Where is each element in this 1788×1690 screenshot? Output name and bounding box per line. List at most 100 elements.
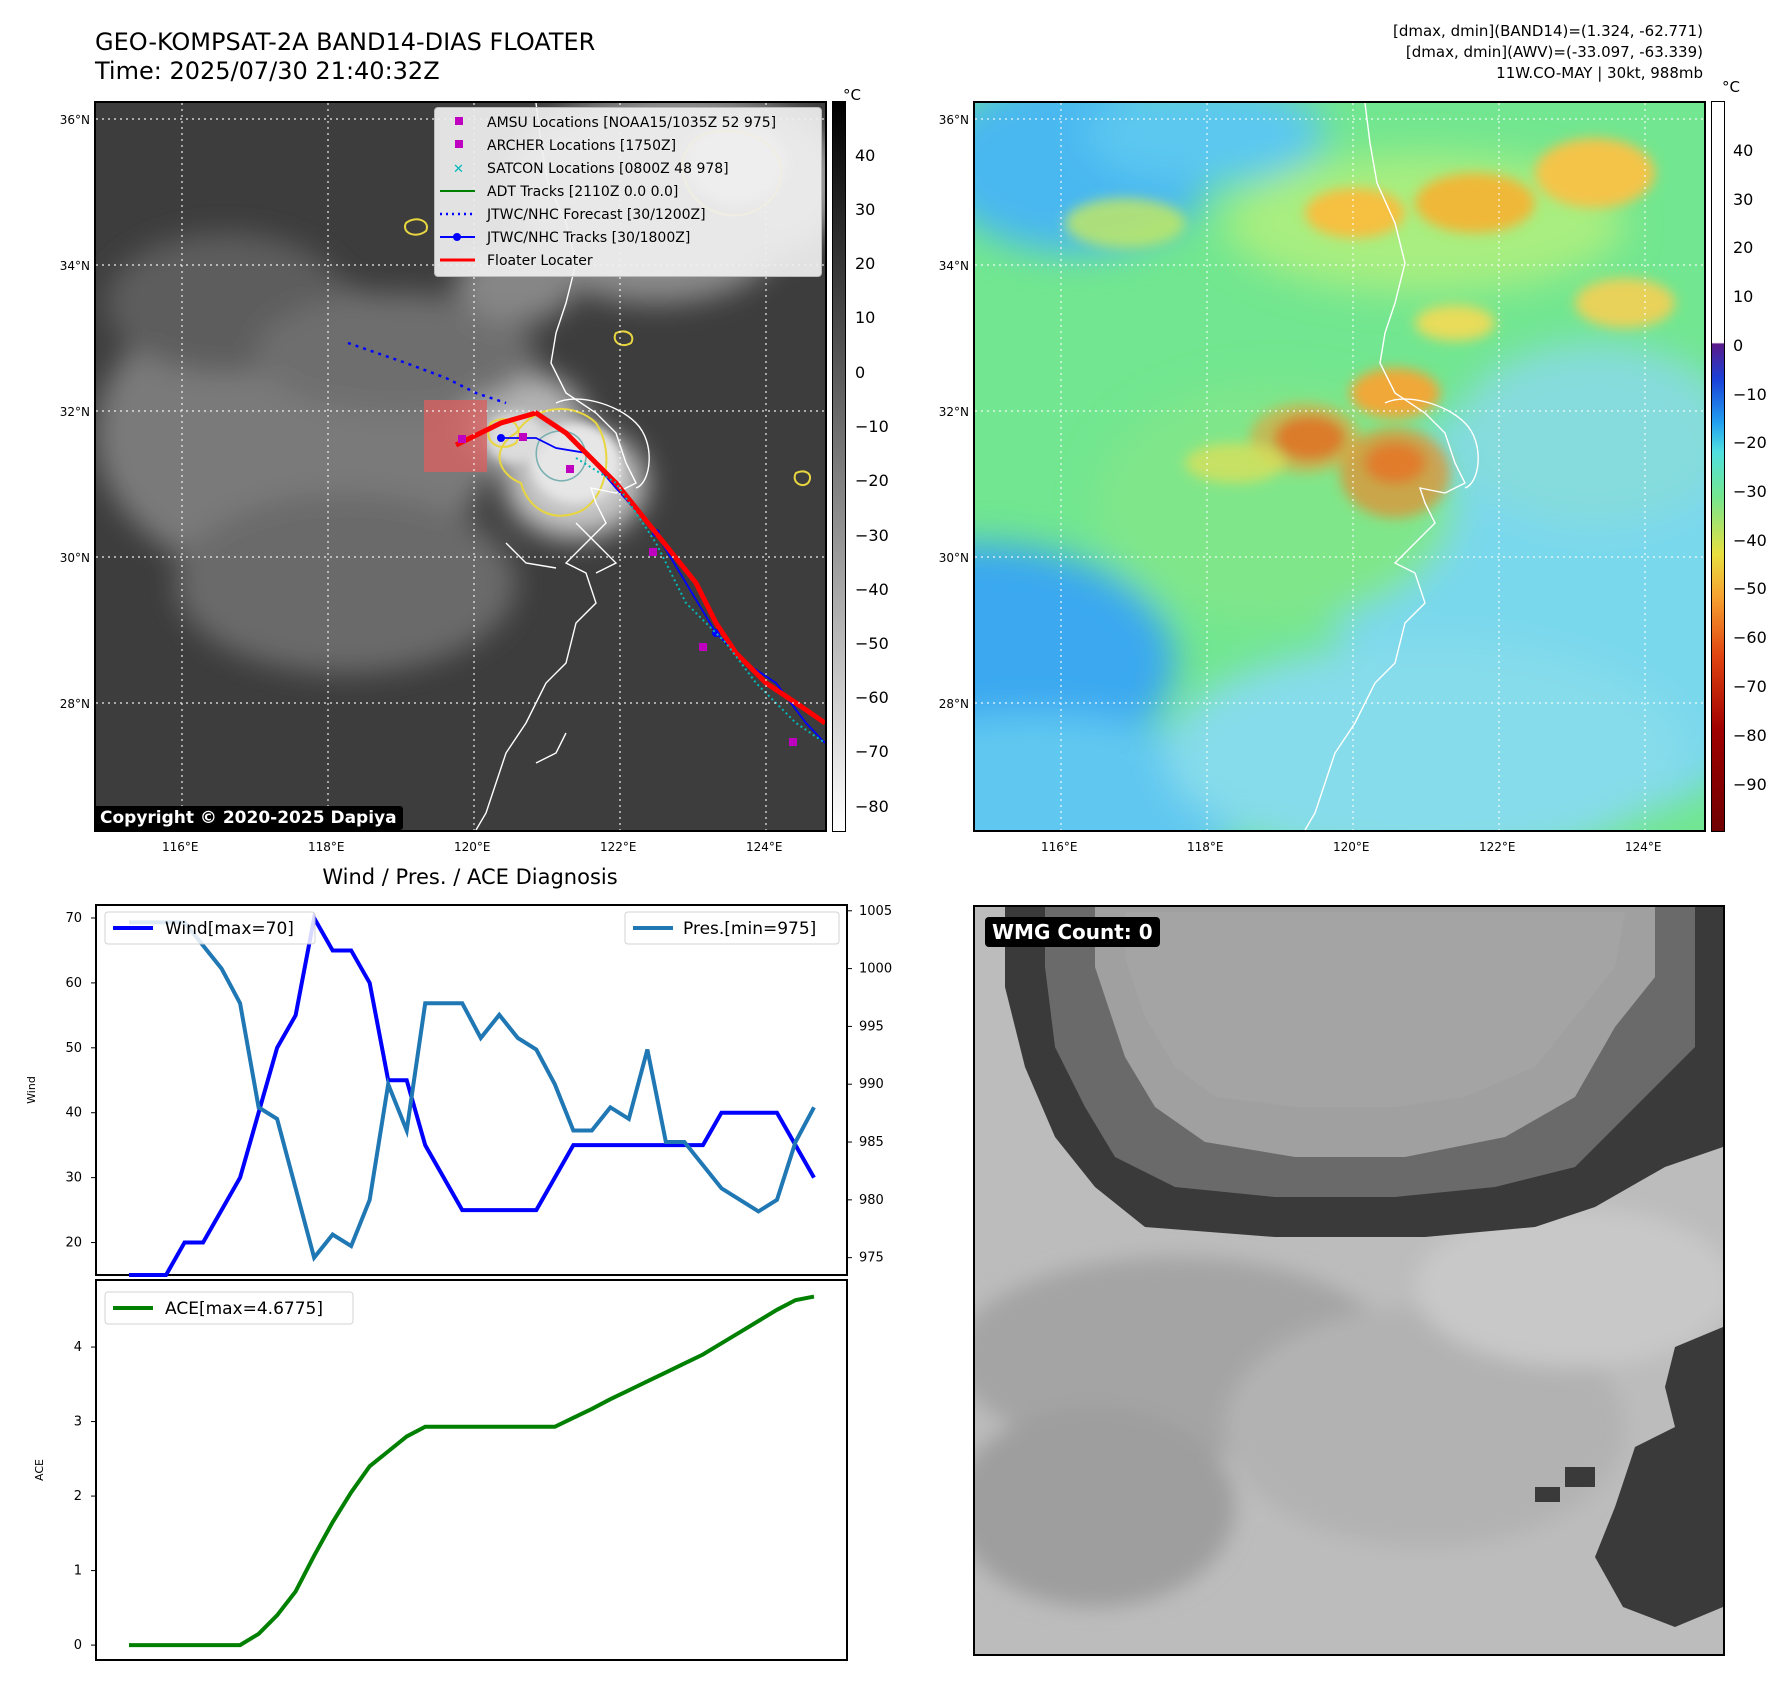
cbar-tick: −90	[1733, 775, 1767, 794]
wind-tick-label: 70	[65, 911, 82, 926]
legend-adt: ADT Tracks [2110Z 0.0 0.0]	[487, 184, 678, 200]
cbar-tick: −10	[855, 417, 889, 436]
map-legend: AMSU Locations [NOAA15/1035Z 52 975] ARC…	[434, 107, 822, 277]
lat-label: 32°N	[59, 405, 90, 419]
pressure-tick-label: 985	[859, 1135, 884, 1150]
lon-label: 122°E	[1479, 840, 1516, 854]
cbar-tick: −40	[1733, 531, 1767, 550]
cbar-tick: −20	[1733, 433, 1767, 452]
lat-label: 30°N	[59, 551, 90, 565]
cbar-tick: −30	[855, 526, 889, 545]
legend-amsu: AMSU Locations [NOAA15/1035Z 52 975]	[487, 115, 776, 131]
lon-label: 118°E	[308, 840, 345, 854]
wind-legend-box	[104, 911, 316, 945]
cbar-tick: −60	[855, 688, 889, 707]
legend-archer: ARCHER Locations [1750Z]	[487, 138, 676, 154]
pressure-tick-label: 995	[859, 1019, 884, 1034]
pressure-tick-label: 1000	[859, 962, 892, 977]
cbar-tick: −80	[1733, 726, 1767, 745]
awv-map-image	[975, 103, 1704, 830]
lat-label: 28°N	[938, 697, 969, 711]
cbar-tick: −30	[1733, 482, 1767, 501]
pressure-series-line	[129, 920, 816, 1262]
lon-label: 124°E	[746, 840, 783, 854]
wmg-image	[975, 907, 1723, 1654]
cbar-tick: 0	[855, 363, 866, 382]
diagnosis-title: Wind / Pres. / ACE Diagnosis	[322, 865, 618, 889]
ace-tick-label: 1	[74, 1564, 82, 1579]
wind-tick-label: 60	[65, 976, 82, 991]
cbar-tick: −40	[855, 580, 889, 599]
cbar-tick: −10	[1733, 385, 1767, 404]
wind-pressure-chart: 20 30 40 50 60 70 975 980 985 990 995 1000 1005 Wind P…	[25, 904, 892, 1277]
ace-plot-frame	[95, 1279, 848, 1661]
ir-colorbar-ticks: 40 30 20 10 0 −10 −20 −30 −40 −50 −60 −7…	[855, 101, 915, 832]
legend-floater: Floater Locater	[487, 253, 593, 269]
cbar-tick: −70	[855, 742, 889, 761]
tracks-dot	[453, 233, 461, 241]
pressure-tick-label: 1005	[859, 904, 892, 919]
storm-info: 11W.CO-MAY | 30kt, 988mb	[1496, 64, 1703, 82]
wind-tick-label: 40	[65, 1106, 82, 1121]
cbar-tick: −60	[1733, 628, 1767, 647]
figure-title: GEO-KOMPSAT-2A BAND14-DIAS FLOATER	[95, 28, 596, 56]
cbar-tick: 40	[1733, 141, 1754, 160]
ace-tick-label: 3	[74, 1415, 82, 1430]
lon-label: 116°E	[1041, 840, 1078, 854]
lat-label: 34°N	[938, 259, 969, 273]
ace-chart: 0 1 2 3 4 ACE ACE[max=4.6775]	[33, 1279, 848, 1661]
lon-label: 120°E	[1333, 840, 1370, 854]
awv-colorbar	[1711, 101, 1725, 832]
legend-tracks: JTWC/NHC Tracks [30/1800Z]	[486, 230, 690, 246]
wmg-count-label: WMG Count: 0	[985, 917, 1160, 947]
ace-tick-label: 0	[74, 1638, 82, 1653]
ace-series-line	[129, 1294, 815, 1648]
wind-series-line	[129, 912, 816, 1277]
ir-colorbar-unit: °C	[843, 86, 861, 104]
ir-colorbar	[832, 101, 846, 832]
wind-axis-label: Wind	[25, 1076, 38, 1104]
lat-label: 34°N	[59, 259, 90, 273]
satcon-marker: ✕	[453, 162, 464, 177]
copyright-label: Copyright © 2020-2025 Dapiya	[94, 806, 403, 830]
pressure-tick-label: 990	[859, 1077, 884, 1092]
cbar-tick: 10	[855, 308, 876, 327]
lat-label: 32°N	[938, 405, 969, 419]
wind-legend-label: Wind[max=70]	[165, 919, 294, 939]
lon-label: 118°E	[1187, 840, 1224, 854]
cbar-tick: −80	[855, 797, 889, 816]
lat-label: 28°N	[59, 697, 90, 711]
cbar-tick: −70	[1733, 677, 1767, 696]
stats-band14: [dmax, dmin](BAND14)=(1.324, -62.771)	[1392, 22, 1703, 40]
lat-label: 30°N	[938, 551, 969, 565]
lon-label: 120°E	[454, 840, 491, 854]
cbar-tick: −50	[855, 634, 889, 653]
lon-label: 122°E	[600, 840, 637, 854]
ace-legend-label: ACE[max=4.6775]	[165, 1299, 323, 1319]
wind-tick-label: 50	[65, 1041, 82, 1056]
ace-tick-label: 2	[74, 1489, 82, 1504]
ir-lat-axis: 36°N 34°N 32°N 30°N 28°N	[40, 101, 90, 832]
cbar-tick: −50	[1733, 579, 1767, 598]
awv-map-panel	[973, 101, 1706, 832]
archer-marker	[455, 140, 463, 148]
cbar-tick: 20	[855, 254, 876, 273]
cbar-tick: 10	[1733, 287, 1754, 306]
wind-tick-label: 30	[65, 1171, 82, 1186]
lon-label: 116°E	[162, 840, 199, 854]
cbar-tick: −20	[855, 471, 889, 490]
ir-lon-axis: 116°E 118°E 120°E 122°E 124°E	[94, 840, 827, 860]
lon-label: 124°E	[1625, 840, 1662, 854]
awv-colorbar-ticks: 40 30 20 10 0 −10 −20 −30 −40 −50 −60 −7…	[1733, 101, 1788, 832]
cbar-tick: 30	[1733, 190, 1754, 209]
amsu-marker	[455, 117, 463, 125]
figure-time: Time: 2025/07/30 21:40:32Z	[95, 57, 440, 85]
awv-lon-axis: 116°E 118°E 120°E 122°E 124°E	[973, 840, 1706, 860]
legend-satcon: SATCON Locations [0800Z 48 978]	[487, 161, 729, 177]
ace-axis-label: ACE	[33, 1459, 46, 1481]
awv-colorbar-unit: °C	[1722, 78, 1740, 96]
map-legend-symbols: AMSU Locations [NOAA15/1035Z 52 975] ARC…	[440, 115, 776, 269]
stats-awv: [dmax, dmin](AWV)=(-33.097, -63.339)	[1405, 43, 1703, 61]
cbar-tick: 20	[1733, 238, 1754, 257]
pressure-tick-label: 980	[859, 1193, 884, 1208]
